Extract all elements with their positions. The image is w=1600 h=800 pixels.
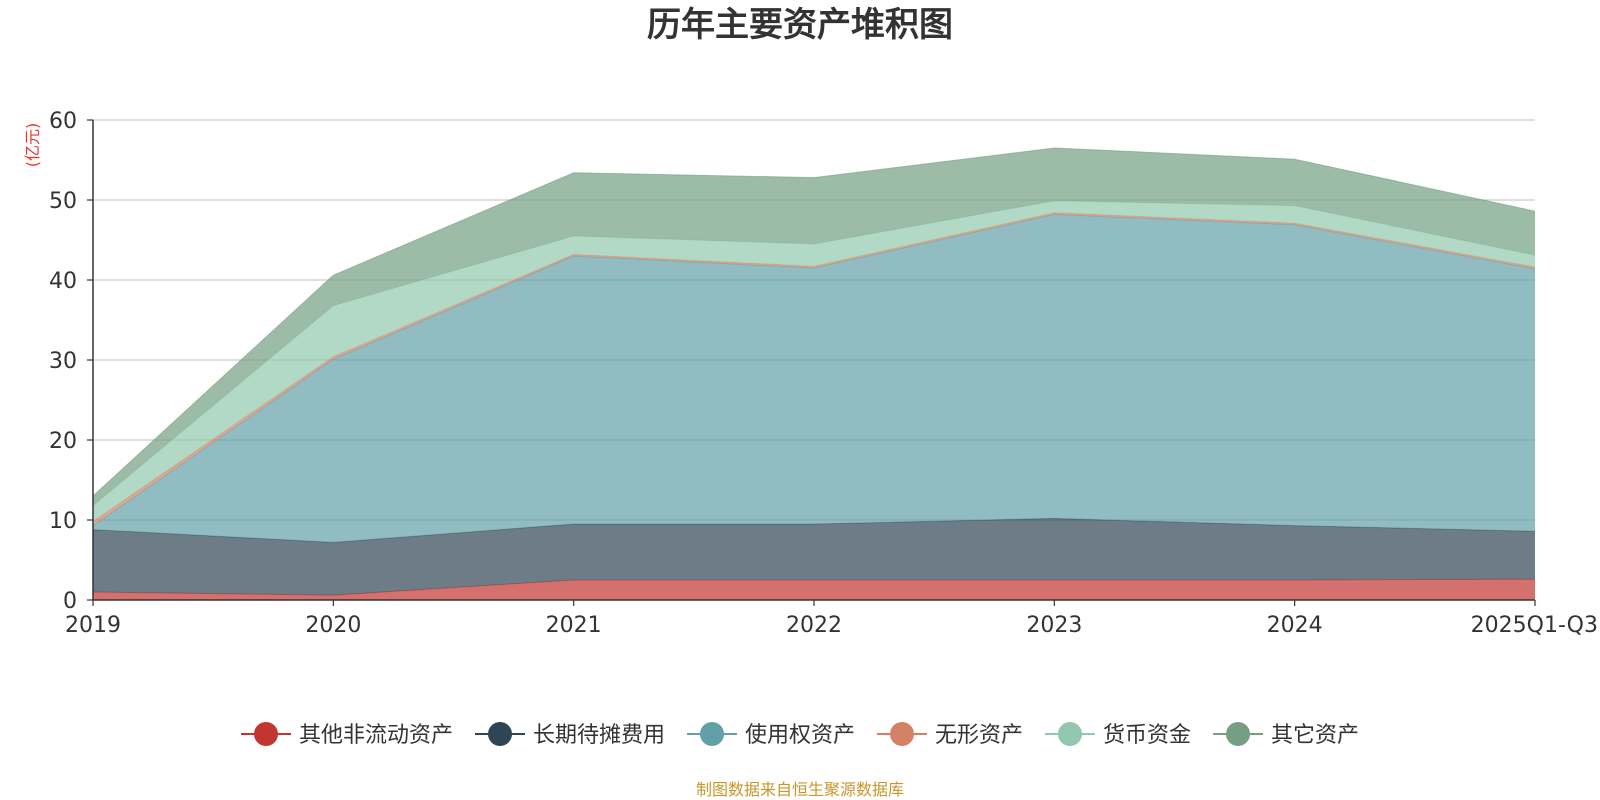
area-series-edge-5 [92,147,1536,497]
legend-item[interactable]: 无形资产 [877,722,1023,748]
area-series-2 [93,214,1535,543]
y-tick-label: 40 [49,269,77,294]
area-series-5 [93,148,1535,506]
x-tick-label: 2024 [1267,613,1323,638]
legend-item[interactable]: 使用权资产 [687,722,855,748]
y-tick-label: 60 [49,109,77,134]
x-tick-label: 2022 [786,613,842,638]
legend-marker [700,722,724,746]
y-tick-label: 20 [49,429,77,454]
legend-marker [1058,722,1082,746]
legend-label: 长期待摊费用 [533,723,665,748]
legend-item[interactable]: 其他非流动资产 [241,722,453,748]
x-tick-label: 2025Q1-Q3 [1471,613,1598,638]
legend-label: 其它资产 [1271,723,1359,748]
x-tick-label: 2019 [65,613,121,638]
legend-marker [254,722,278,746]
area-series-0 [93,579,1535,600]
source-note: 制图数据来自恒生聚源数据库 [696,780,904,799]
area-series-4 [93,200,1535,522]
y-tick-label: 30 [49,349,77,374]
y-tick-label: 10 [49,509,77,534]
x-tick-label: 2021 [546,613,602,638]
legend-label: 其他非流动资产 [299,723,453,748]
y-tick-label: 0 [63,589,77,614]
legend-item[interactable]: 货币资金 [1045,722,1191,748]
legend[interactable]: 其他非流动资产 长期待摊费用 使用权资产 无形资产 货币资金 其它资产 [241,722,1359,748]
legend-marker [1226,722,1250,746]
legend-item[interactable]: 其它资产 [1213,722,1359,748]
legend-marker [488,722,512,746]
legend-item[interactable]: 长期待摊费用 [475,722,665,748]
area-series-1 [93,518,1535,596]
stacked-areas [92,147,1536,600]
y-axis-unit-label: (亿元) [23,123,42,168]
x-tick-label: 2020 [305,613,361,638]
chart-title: 历年主要资产堆积图 [647,5,953,45]
axes: 0 10 20 30 40 50 60 2019 2020 2021 2022 2023 2024 202… [49,109,1598,638]
x-tick-label: 2023 [1026,613,1082,638]
legend-marker [890,722,914,746]
legend-label: 使用权资产 [745,723,855,748]
legend-label: 无形资产 [935,723,1023,748]
y-tick-label: 50 [49,189,77,214]
legend-label: 货币资金 [1103,723,1191,748]
